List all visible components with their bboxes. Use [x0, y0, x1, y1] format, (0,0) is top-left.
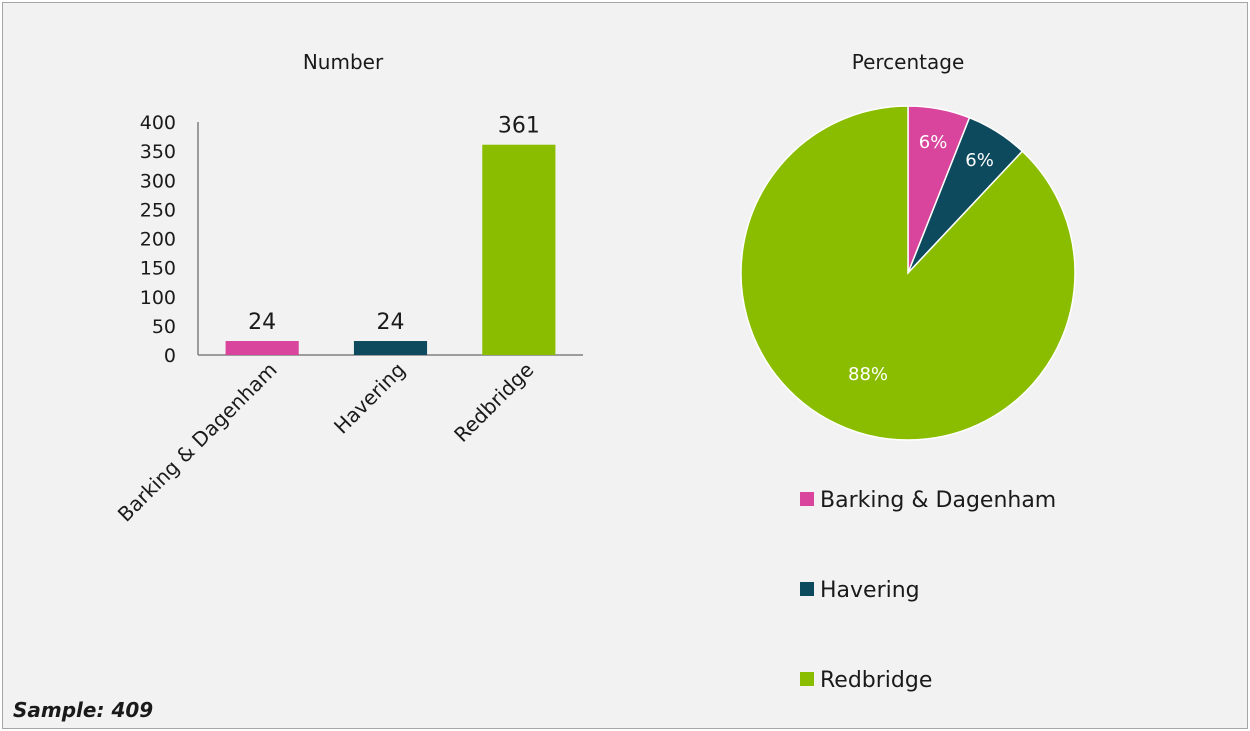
pie-chart-title: Percentage	[852, 50, 965, 74]
y-tick-label: 0	[164, 345, 176, 367]
bars	[225, 144, 556, 355]
y-tick-label: 400	[140, 112, 176, 134]
pie-slice	[740, 105, 1076, 441]
y-tick-label: 350	[140, 141, 176, 163]
bar	[482, 144, 556, 355]
pie-legend: Barking & Dagenham Havering Redbridge	[800, 488, 1056, 693]
bar-data-label: 24	[248, 310, 276, 335]
pie-data-label: 6%	[965, 150, 994, 171]
legend-swatch	[800, 492, 814, 506]
pie-slices	[740, 105, 1076, 441]
y-tick-label: 150	[140, 258, 176, 280]
y-tick-label: 50	[152, 316, 176, 338]
legend-label: Barking & Dagenham	[820, 488, 1056, 513]
y-tick-label: 250	[140, 199, 176, 221]
bar	[353, 341, 428, 355]
pie-chart: Percentage 6% 6% 88% Barking & Dagenham Hav…	[740, 50, 1076, 693]
bar	[225, 341, 299, 355]
pie-data-label: 6%	[919, 132, 948, 153]
pie-data-labels: 6% 6% 88%	[848, 132, 994, 385]
legend-swatch	[800, 582, 814, 596]
bar-data-labels: 24 24 361	[248, 114, 540, 335]
y-tick-label: 300	[140, 170, 176, 192]
legend-label: Redbridge	[820, 668, 932, 693]
x-category-label: Havering	[329, 358, 410, 439]
y-tick-label: 200	[140, 229, 176, 251]
x-axis-categories: Barking & Dagenham Havering Redbridge	[113, 358, 538, 527]
bar-data-label: 361	[498, 114, 540, 139]
legend-swatch	[800, 672, 814, 686]
x-category-label: Barking & Dagenham	[113, 358, 282, 527]
x-category-label: Redbridge	[449, 358, 538, 447]
legend-label: Havering	[820, 578, 920, 603]
pie-data-label: 88%	[848, 364, 888, 385]
bar-data-label: 24	[377, 310, 405, 335]
bar-chart-title: Number	[303, 50, 384, 74]
sample-size-label: Sample: 409	[13, 698, 154, 722]
y-axis-ticks: 0 50 100 150 200 250 300 350 400	[140, 112, 176, 367]
y-tick-label: 100	[140, 287, 176, 309]
